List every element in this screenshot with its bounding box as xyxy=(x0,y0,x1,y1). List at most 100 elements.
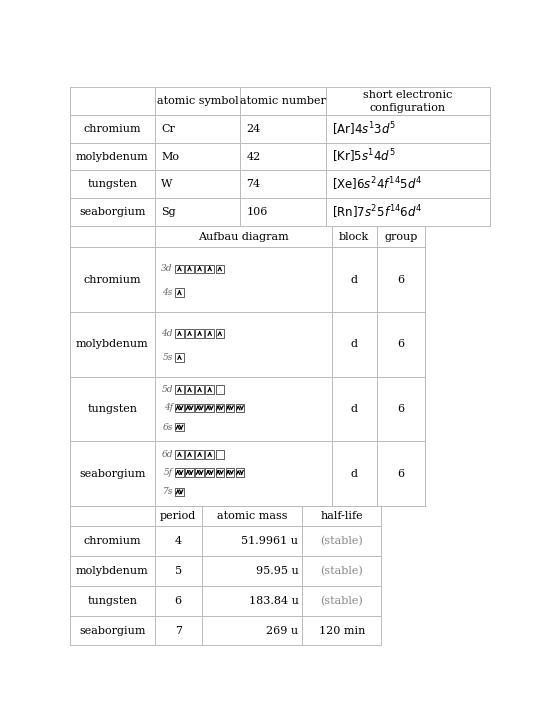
Bar xyxy=(70,198,155,226)
Bar xyxy=(240,142,325,170)
Bar xyxy=(201,586,302,616)
Bar xyxy=(155,377,332,441)
Bar xyxy=(240,198,325,226)
Text: 6: 6 xyxy=(397,469,404,479)
Bar xyxy=(205,468,214,477)
Text: 269 u: 269 u xyxy=(266,625,299,635)
Text: Cr: Cr xyxy=(161,124,175,134)
Bar xyxy=(201,526,302,556)
Text: (stable): (stable) xyxy=(321,536,363,546)
Bar xyxy=(332,226,377,247)
Text: 5f: 5f xyxy=(164,468,173,477)
Bar xyxy=(325,142,490,170)
Bar xyxy=(377,441,425,506)
Text: 95.95 u: 95.95 u xyxy=(256,566,299,576)
Bar xyxy=(216,468,224,477)
Bar xyxy=(325,87,490,115)
Text: atomic number: atomic number xyxy=(240,96,326,106)
Text: d: d xyxy=(351,275,358,285)
Bar xyxy=(70,142,155,170)
Bar xyxy=(216,265,224,273)
Bar xyxy=(70,377,155,441)
Bar xyxy=(175,468,183,477)
Bar xyxy=(195,265,204,273)
Text: Mo: Mo xyxy=(161,151,179,161)
Bar xyxy=(240,115,325,142)
Text: 5s: 5s xyxy=(163,353,173,362)
Text: block: block xyxy=(339,232,369,241)
Bar xyxy=(236,468,244,477)
Bar xyxy=(70,247,155,312)
Text: 4d: 4d xyxy=(162,329,173,338)
Bar xyxy=(70,556,155,586)
Text: 6: 6 xyxy=(397,404,404,414)
Bar xyxy=(325,170,490,198)
Bar xyxy=(377,226,425,247)
Bar xyxy=(175,289,183,297)
Bar xyxy=(185,468,194,477)
Bar xyxy=(201,506,302,526)
Bar xyxy=(185,385,194,394)
Bar xyxy=(175,488,183,496)
Bar xyxy=(195,329,204,337)
Bar xyxy=(195,385,204,394)
Bar xyxy=(205,265,214,273)
Text: $[\mathrm{Ar}]4s^{1}3d^{5}$: $[\mathrm{Ar}]4s^{1}3d^{5}$ xyxy=(332,120,396,137)
Text: $[\mathrm{Xe}]6s^{2}4f^{14}5d^{4}$: $[\mathrm{Xe}]6s^{2}4f^{14}5d^{4}$ xyxy=(332,175,422,193)
Bar xyxy=(377,377,425,441)
Bar xyxy=(302,506,381,526)
Bar xyxy=(175,385,183,394)
Bar xyxy=(205,385,214,394)
Bar xyxy=(332,377,377,441)
Text: 5: 5 xyxy=(175,566,182,576)
Text: tungsten: tungsten xyxy=(87,595,138,606)
Text: 106: 106 xyxy=(246,207,268,217)
Bar xyxy=(195,403,204,412)
Bar xyxy=(185,329,194,337)
Bar xyxy=(70,87,155,115)
Text: d: d xyxy=(351,340,358,350)
Text: chromium: chromium xyxy=(84,536,141,546)
Text: 7: 7 xyxy=(175,625,182,635)
Text: molybdenum: molybdenum xyxy=(76,151,149,161)
Text: 6: 6 xyxy=(397,275,404,285)
Bar xyxy=(175,423,183,431)
Text: chromium: chromium xyxy=(84,275,141,285)
Bar xyxy=(325,115,490,142)
Text: seaborgium: seaborgium xyxy=(79,625,146,635)
Bar xyxy=(216,403,224,412)
Text: molybdenum: molybdenum xyxy=(76,566,149,576)
Bar xyxy=(195,468,204,477)
Bar xyxy=(70,312,155,377)
Text: tungsten: tungsten xyxy=(87,180,138,189)
Bar xyxy=(155,87,240,115)
Text: (stable): (stable) xyxy=(321,566,363,576)
Bar xyxy=(175,329,183,337)
Text: 4f: 4f xyxy=(164,403,173,412)
Text: 24: 24 xyxy=(246,124,261,134)
Text: chromium: chromium xyxy=(84,124,141,134)
Bar xyxy=(332,247,377,312)
Bar xyxy=(216,450,224,459)
Text: group: group xyxy=(384,232,417,241)
Bar xyxy=(236,403,244,412)
Bar xyxy=(155,198,240,226)
Text: $[\mathrm{Rn}]7s^{2}5f^{14}6d^{4}$: $[\mathrm{Rn}]7s^{2}5f^{14}6d^{4}$ xyxy=(332,204,423,221)
Bar xyxy=(175,403,183,412)
Text: seaborgium: seaborgium xyxy=(79,469,146,479)
Bar xyxy=(332,312,377,377)
Bar xyxy=(155,226,332,247)
Text: 74: 74 xyxy=(246,180,260,189)
Bar xyxy=(155,556,201,586)
Bar xyxy=(70,115,155,142)
Bar xyxy=(377,312,425,377)
Text: half-life: half-life xyxy=(321,511,363,521)
Text: short electronic
configuration: short electronic configuration xyxy=(363,89,453,113)
Bar xyxy=(185,450,194,459)
Bar xyxy=(155,312,332,377)
Text: tungsten: tungsten xyxy=(87,404,138,414)
Text: 5d: 5d xyxy=(162,385,173,394)
Bar xyxy=(155,616,201,646)
Bar xyxy=(302,556,381,586)
Bar xyxy=(216,329,224,337)
